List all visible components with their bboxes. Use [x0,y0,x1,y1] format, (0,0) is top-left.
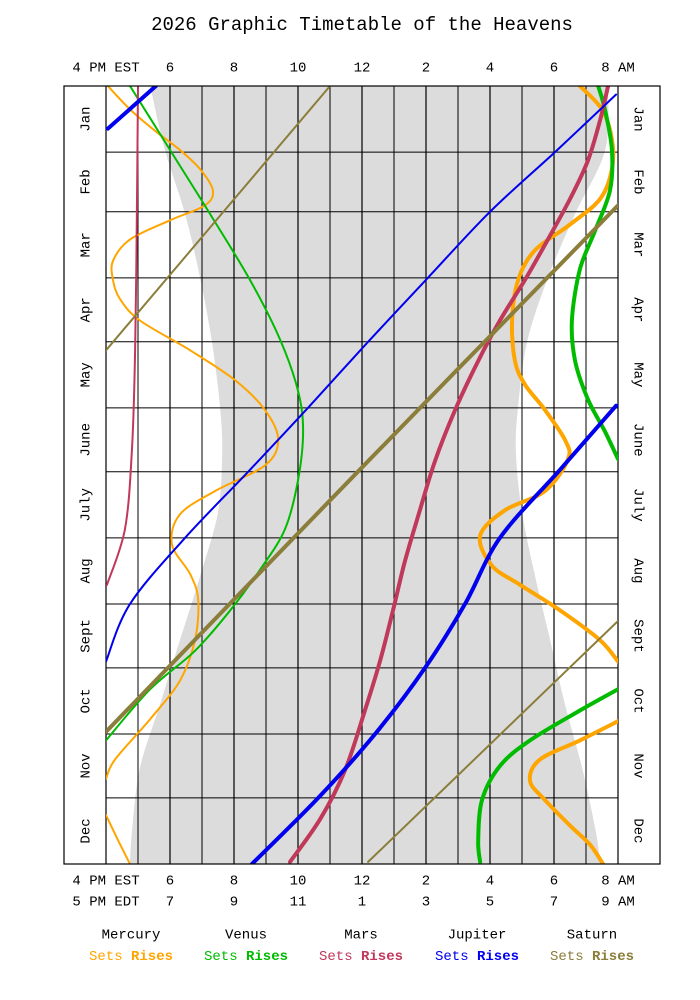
chart-title: 2026 Graphic Timetable of the Heavens [151,14,573,36]
outer-border [63,85,661,865]
x-tick-label: 8 [230,874,238,890]
x-tick-label: 12 [354,874,371,890]
x-tick-label-edt: 11 [290,895,307,911]
legend-label: Sets [435,949,469,965]
month-label: June [629,423,645,457]
set-curve [106,93,618,663]
month-label: July [79,488,95,522]
x-tick-label: 4 PM EST [72,874,139,890]
x-tick-label-edt: 7 [550,895,558,911]
month-label: Mar [629,232,645,257]
x-tick-label-edt: 9 [230,895,238,911]
x-tick-label: 4 [486,61,494,77]
month-label: July [629,488,645,522]
x-tick-label-edt: 5 PM EDT [72,895,139,911]
legend-label: Rises [131,949,173,965]
legend-planet: Venus [225,928,267,944]
legend-label: Sets [89,949,123,965]
legend-planet: Jupiter [448,928,507,944]
legend-label: Rises [361,949,403,965]
legend-label: Sets [204,949,238,965]
rise-curve [476,86,618,864]
x-tick-label-edt: 3 [422,895,430,911]
x-tick-label: 10 [290,874,307,890]
x-tick-label: 4 PM EST [72,61,139,77]
x-tick-label-edt: 9 AM [601,895,635,911]
month-label: Feb [629,169,645,194]
set-curve [106,86,139,586]
x-tick-label: 8 [230,61,238,77]
month-label: Sept [629,619,645,653]
legend-label: Sets [550,949,584,965]
x-tick-label: 2 [422,61,430,77]
x-tick-label: 8 AM [601,61,635,77]
legend-label: Sets [319,949,353,965]
month-label: Jan [79,106,95,131]
month-label: Jan [629,106,645,131]
grid-layer [105,85,619,865]
rise-curve [106,86,618,864]
legend-entry: Sets Rises [550,949,634,965]
legend-entry: Sets Rises [89,949,173,965]
legend-planet: Saturn [567,928,617,944]
month-label: Nov [79,753,95,778]
x-tick-label: 12 [354,61,371,77]
month-label: Mar [79,232,95,257]
x-tick-label: 6 [550,61,558,77]
set-curve [106,86,280,864]
legend-planet: Mercury [102,928,161,944]
month-label: June [79,423,95,457]
legend-entry: Sets Rises [435,949,519,965]
month-label: May [629,362,645,387]
month-label: Oct [79,688,95,713]
x-tick-label: 6 [166,874,174,890]
curves-layer [106,86,618,864]
legend-label: Rises [246,949,288,965]
month-label: Aug [629,558,645,583]
month-label: Nov [629,753,645,778]
rise-curve [477,86,618,864]
month-label: Oct [629,688,645,713]
month-label: Sept [79,619,95,653]
month-label: Apr [79,297,95,322]
set-curve [106,86,618,863]
month-label: Feb [79,169,95,194]
rise-curve [106,203,618,734]
x-tick-label: 6 [550,874,558,890]
legend-label: Rises [477,949,519,965]
month-label: Apr [629,297,645,322]
legend-entry: Sets Rises [319,949,403,965]
legend-label: Rises [592,949,634,965]
x-tick-label: 8 AM [601,874,635,890]
month-label: Dec [79,818,95,843]
x-tick-label-edt: 1 [358,895,366,911]
x-tick-label-edt: 7 [166,895,174,911]
x-tick-label: 4 [486,874,494,890]
legend-planet: Mars [344,928,378,944]
x-tick-label: 2 [422,874,430,890]
month-label: Aug [79,558,95,583]
labels-layer: 4 PM EST 4 PM EST 6 6 8 8 10 10 12 12 2 2 4 4 6 6 8 AM 8 … [72,61,645,965]
set-curve [106,86,305,742]
month-label: Dec [629,818,645,843]
rise-curve [288,86,611,864]
month-label: May [79,362,95,387]
x-tick-label: 10 [290,61,307,77]
legend-entry: Sets Rises [204,949,288,965]
x-tick-label: 6 [166,61,174,77]
x-tick-label-edt: 5 [486,895,494,911]
